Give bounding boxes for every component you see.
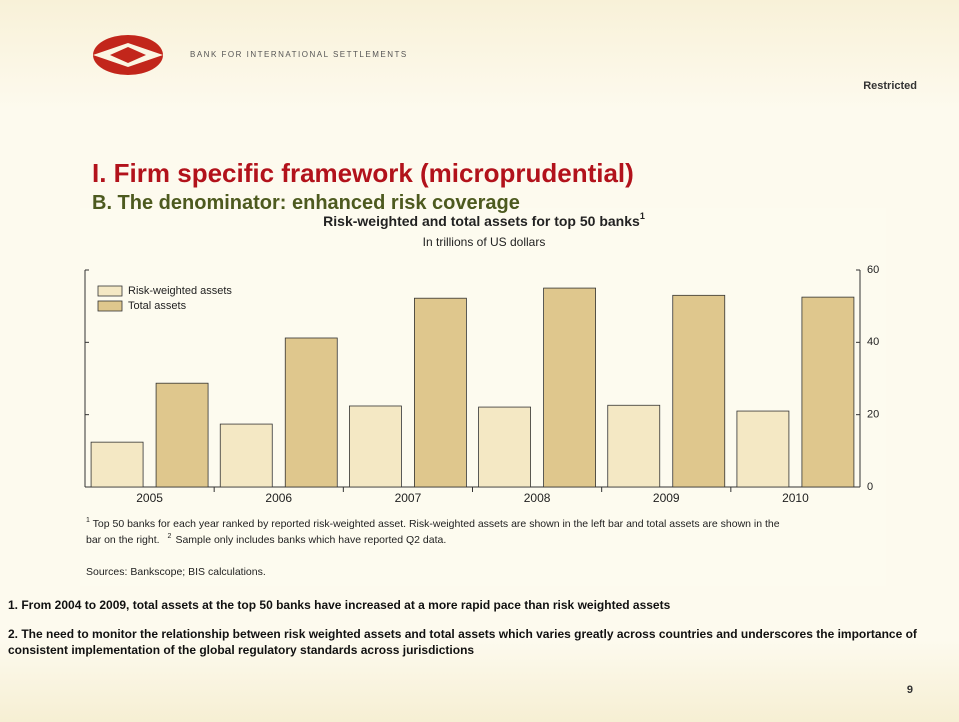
bar <box>219 423 273 488</box>
x-tick-label: 2007 <box>395 491 422 505</box>
bar <box>349 405 402 488</box>
bullet: 2. The need to monitor the relationship … <box>8 627 917 657</box>
x-tick-label: 2006 <box>265 491 292 505</box>
source: Sources: Bankscope; BIS calculations. <box>86 566 266 578</box>
note-mark: 2 <box>168 533 172 540</box>
x-tick-label: 2009 <box>653 491 680 505</box>
note-text-continued: bar on the right. <box>86 534 160 546</box>
chart-title: Risk-weighted and total assets for top 5… <box>323 211 645 228</box>
note-text: Sample only includes banks which have re… <box>175 534 446 546</box>
bar <box>284 337 338 488</box>
note-text: Top 50 banks for each year ranked by rep… <box>90 518 780 530</box>
note-mark: 1 <box>86 517 90 524</box>
logo <box>93 35 163 75</box>
org-name: BANK FOR INTERNATIONAL SETTLEMENTS <box>190 50 408 59</box>
bullet: 1. From 2004 to 2009, total assets at th… <box>8 598 671 612</box>
page-number: 9 <box>906 684 913 696</box>
bar <box>414 297 467 488</box>
legend-label: Total assets <box>128 300 187 312</box>
bar <box>801 296 855 488</box>
x-tick-label: 2005 <box>136 491 163 505</box>
x-tick-label: 2010 <box>782 491 809 505</box>
legend-label: Risk-weighted assets <box>128 285 232 297</box>
slide-subtitle: B. The denominator: enhanced risk covera… <box>92 192 520 214</box>
bar <box>607 404 661 488</box>
title-note: 1 <box>640 211 645 221</box>
chart-subtitle: In trillions of US dollars <box>423 235 546 249</box>
y-tick-label: 20 <box>867 409 879 421</box>
x-tick-label: 2008 <box>524 491 551 505</box>
bar <box>736 410 790 488</box>
chart-background <box>80 208 886 586</box>
y-tick-label: 40 <box>867 336 879 348</box>
slide-title: I. Firm specific framework (microprudent… <box>92 158 634 188</box>
note: 1 Top 50 banks for each year ranked by r… <box>86 517 780 530</box>
bar <box>90 441 144 488</box>
notes: 1 Top 50 banks for each year ranked by r… <box>86 517 780 546</box>
y-tick-label: 0 <box>867 481 873 493</box>
bar <box>543 287 596 488</box>
bar <box>672 294 726 488</box>
classification: Restricted <box>863 80 917 92</box>
y-tick-label: 60 <box>867 264 879 276</box>
chart-title-text: Risk-weighted and total assets for top 5… <box>323 213 640 229</box>
legend-swatch <box>97 285 123 297</box>
bar <box>155 382 209 488</box>
bar <box>478 406 531 488</box>
legend-swatch <box>97 300 123 312</box>
note: bar on the right. 2 Sample only includes b… <box>86 533 446 546</box>
